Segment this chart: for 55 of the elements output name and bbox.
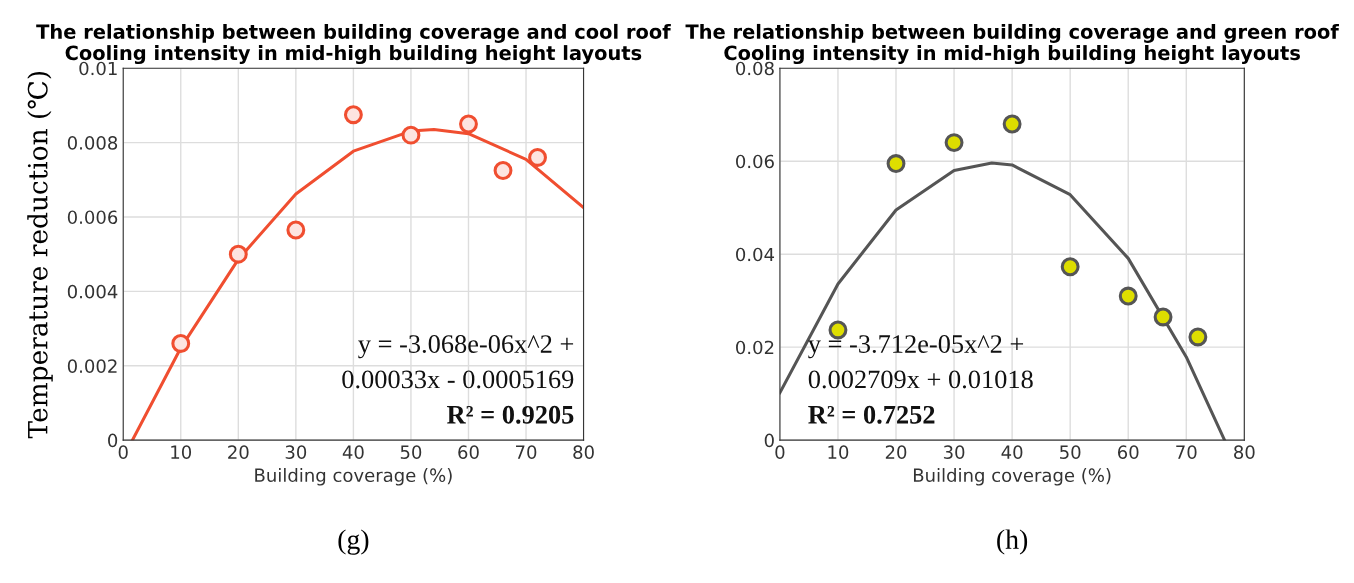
x-tick-label: 80	[573, 445, 594, 459]
x-tick-label: 70	[1176, 445, 1197, 459]
text: (h)	[997, 529, 1028, 555]
text: (g)	[338, 529, 369, 555]
x-tick-label: 0	[118, 445, 128, 459]
point	[528, 148, 547, 167]
x-tick-label: 30	[285, 445, 307, 459]
point	[1002, 114, 1022, 134]
x-tick-label: 40	[1001, 445, 1023, 459]
y-tick-label: 0.004	[67, 284, 118, 299]
point	[828, 320, 848, 340]
point	[459, 114, 478, 134]
x-tick-label: 20	[228, 445, 249, 459]
line-series	[779, 161, 1227, 441]
point	[1188, 327, 1208, 347]
point	[401, 125, 421, 145]
annotation: R² = 0.7252	[808, 405, 935, 424]
x-tick-label: 50	[400, 445, 422, 459]
x-tick-label: 20	[885, 445, 907, 459]
x-tick-label: 40	[342, 445, 364, 459]
x-axis-title: Building coverage (%)	[913, 468, 1111, 486]
x-tick-label: 80	[1234, 445, 1255, 459]
point	[286, 220, 306, 240]
point	[1153, 307, 1173, 327]
point	[944, 133, 964, 153]
annotation: 0.00033x - 0.0005169	[342, 370, 574, 389]
x-tick-label: 0	[775, 445, 785, 459]
y-tick-label: 0	[764, 433, 774, 448]
x-tick-label: 60	[458, 445, 479, 459]
annotation: 0.002709x + 0.01018	[808, 370, 1033, 389]
x-axis-title: Building coverage (%)	[255, 468, 452, 486]
y-tick-label: 0.04	[736, 247, 775, 262]
x-tick-label: 10	[171, 445, 192, 459]
point	[171, 334, 191, 353]
y-tick-label: 0.008	[67, 136, 118, 150]
x-tick-label: 50	[1060, 445, 1081, 459]
annotation: y = -3.068e-06x^2 +	[358, 335, 574, 359]
y-tick-label: 0	[108, 433, 118, 448]
point	[1060, 257, 1080, 277]
point	[886, 154, 906, 173]
point	[493, 161, 513, 180]
x-tick-label: 10	[828, 445, 849, 459]
x-tick-label: 70	[516, 445, 537, 459]
point	[343, 105, 363, 125]
y-axis-title: Temperature reduction (℃)	[27, 71, 53, 439]
x-tick-label: 30	[943, 445, 965, 459]
y-tick-label: 0.06	[736, 154, 774, 169]
y-tick-label: 0.006	[67, 210, 118, 225]
y-tick-label: 0.002	[67, 359, 117, 373]
annotation: y = -3.712e-05x^2 +	[808, 335, 1024, 359]
annotation: R² = 0.9205	[447, 405, 574, 424]
x-tick-label: 60	[1117, 445, 1139, 459]
point	[1118, 286, 1138, 306]
point	[228, 244, 248, 264]
y-tick-label: 0.02	[736, 340, 774, 355]
